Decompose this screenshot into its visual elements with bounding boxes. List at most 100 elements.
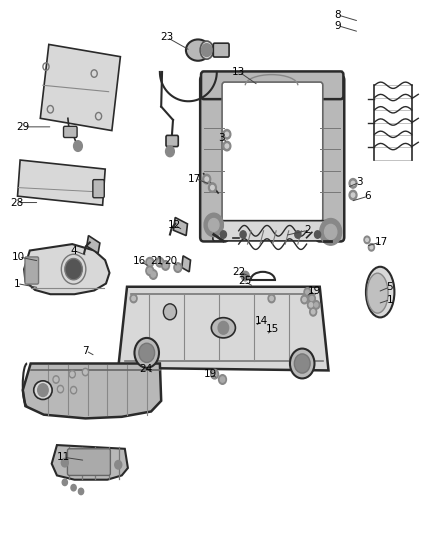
Circle shape (301, 295, 308, 304)
Circle shape (130, 294, 137, 303)
Text: 3: 3 (218, 133, 225, 142)
Circle shape (368, 244, 374, 251)
Circle shape (205, 177, 208, 181)
Text: 21: 21 (150, 256, 163, 266)
Circle shape (53, 376, 59, 383)
Text: 22: 22 (232, 267, 245, 277)
Circle shape (134, 338, 159, 368)
Circle shape (311, 310, 315, 314)
Circle shape (158, 260, 162, 265)
Circle shape (204, 213, 223, 237)
Circle shape (268, 294, 275, 303)
Circle shape (349, 190, 357, 200)
FancyBboxPatch shape (25, 257, 39, 284)
Circle shape (295, 231, 301, 238)
Circle shape (223, 130, 231, 139)
FancyBboxPatch shape (67, 449, 110, 475)
FancyBboxPatch shape (201, 71, 343, 99)
Circle shape (308, 294, 315, 303)
Polygon shape (173, 217, 187, 236)
Circle shape (174, 263, 182, 272)
Circle shape (220, 231, 226, 238)
Circle shape (65, 259, 82, 280)
Circle shape (294, 354, 310, 373)
Circle shape (151, 272, 155, 277)
Circle shape (325, 224, 337, 239)
Ellipse shape (200, 41, 213, 59)
Text: 19: 19 (204, 369, 217, 379)
FancyBboxPatch shape (213, 43, 229, 57)
Text: 20: 20 (164, 256, 177, 266)
Text: 16: 16 (133, 256, 146, 266)
Ellipse shape (34, 381, 52, 400)
Circle shape (212, 372, 217, 377)
Circle shape (57, 385, 64, 393)
Circle shape (306, 290, 309, 294)
Circle shape (71, 372, 74, 376)
Circle shape (132, 296, 135, 301)
Text: 12: 12 (168, 220, 181, 230)
FancyBboxPatch shape (222, 82, 323, 222)
Circle shape (314, 303, 318, 307)
Circle shape (38, 384, 48, 397)
Text: 1: 1 (13, 279, 20, 288)
Circle shape (176, 265, 180, 270)
Text: 8: 8 (334, 10, 341, 20)
FancyBboxPatch shape (64, 126, 77, 138)
Circle shape (307, 301, 314, 309)
Polygon shape (40, 44, 120, 131)
Circle shape (62, 479, 67, 486)
Circle shape (351, 193, 355, 197)
Circle shape (156, 257, 164, 267)
Circle shape (148, 260, 152, 265)
Circle shape (149, 270, 157, 279)
Polygon shape (52, 445, 128, 480)
Circle shape (218, 321, 229, 334)
Text: 23: 23 (160, 33, 173, 42)
Circle shape (313, 301, 320, 309)
Circle shape (211, 185, 214, 190)
Text: 28: 28 (10, 198, 23, 207)
Circle shape (220, 377, 225, 382)
Circle shape (139, 343, 155, 362)
Circle shape (74, 141, 82, 151)
Circle shape (320, 219, 342, 245)
Circle shape (146, 266, 154, 276)
Polygon shape (18, 160, 105, 205)
Circle shape (54, 377, 58, 382)
Circle shape (78, 488, 84, 495)
Circle shape (82, 368, 88, 376)
Circle shape (71, 386, 77, 394)
FancyBboxPatch shape (316, 76, 344, 241)
Text: 17: 17 (188, 174, 201, 183)
Circle shape (241, 271, 249, 281)
Polygon shape (182, 256, 191, 272)
Circle shape (72, 388, 75, 392)
Circle shape (370, 246, 373, 249)
Text: 25: 25 (238, 277, 251, 286)
FancyBboxPatch shape (200, 76, 228, 241)
Ellipse shape (367, 273, 388, 313)
Circle shape (310, 296, 314, 301)
Ellipse shape (211, 318, 236, 338)
Polygon shape (23, 364, 161, 418)
Circle shape (148, 268, 152, 273)
Circle shape (219, 375, 226, 384)
Text: 19: 19 (308, 286, 321, 296)
Circle shape (71, 484, 76, 491)
Text: 15: 15 (266, 325, 279, 334)
Text: 14: 14 (255, 316, 268, 326)
Text: 6: 6 (364, 191, 371, 201)
Text: 11: 11 (57, 453, 70, 462)
Text: 2: 2 (304, 225, 311, 235)
Circle shape (310, 308, 317, 316)
Circle shape (290, 349, 314, 378)
Circle shape (211, 369, 219, 379)
Circle shape (163, 263, 168, 268)
Circle shape (225, 132, 229, 136)
Ellipse shape (186, 39, 210, 61)
Circle shape (223, 141, 231, 151)
FancyBboxPatch shape (213, 221, 331, 241)
Circle shape (115, 461, 122, 469)
Text: 3: 3 (356, 177, 363, 187)
